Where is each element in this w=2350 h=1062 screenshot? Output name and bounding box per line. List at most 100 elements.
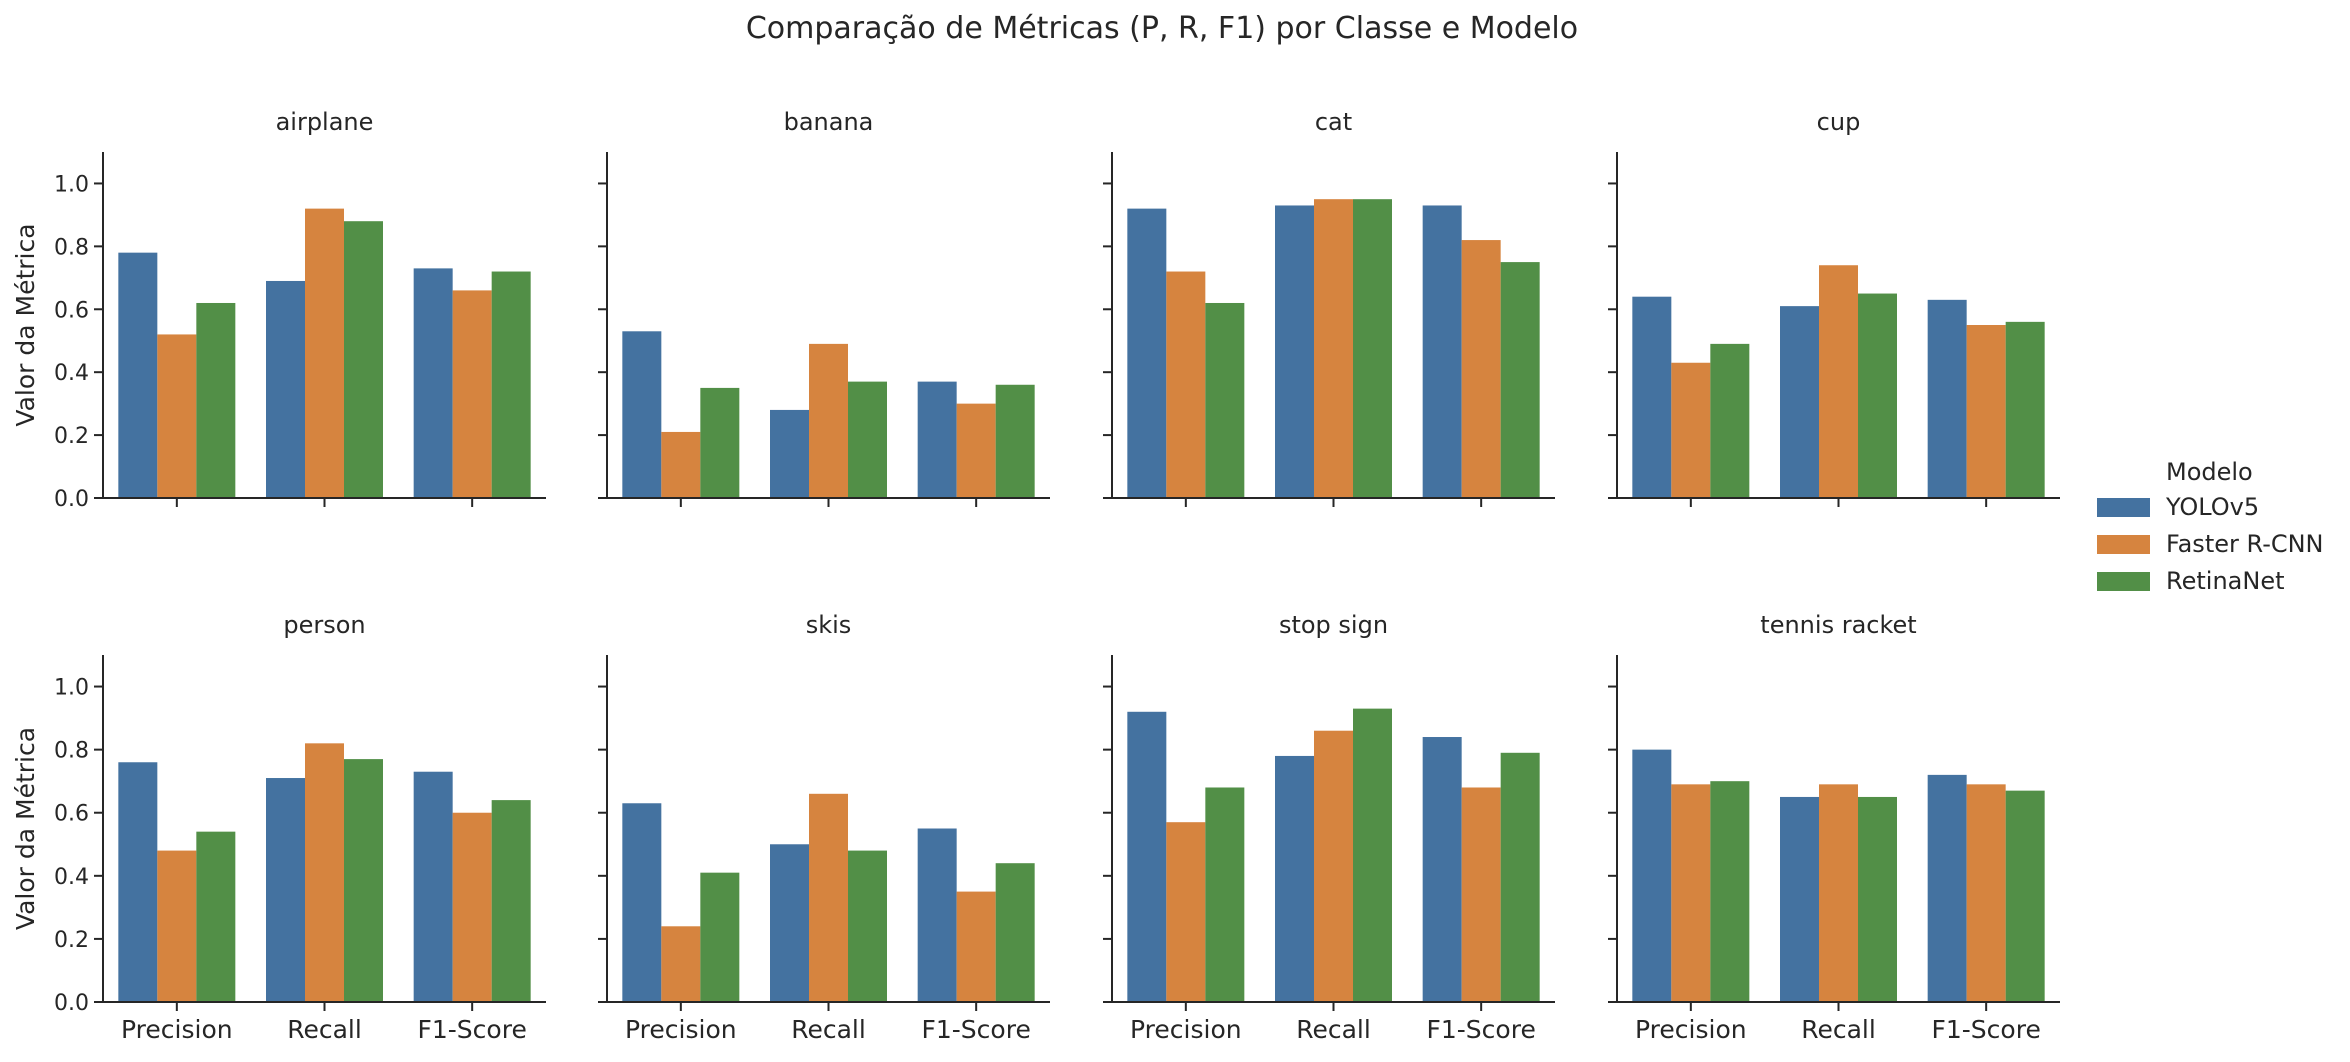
bar [1710,343,1750,498]
bar [2005,321,2045,498]
bar [1671,362,1711,498]
x-tick-label: F1-Score [922,1015,1031,1044]
bar [452,812,492,1002]
x-tick-label: Precision [1635,1015,1747,1044]
bar [848,850,887,1002]
bar [305,208,344,499]
x-tick-label: Recall [1801,1015,1876,1044]
panel-title: cup [1817,108,1861,136]
bar [1858,293,1897,498]
bar [1353,708,1392,1002]
y-tick-label: 0.0 [54,487,89,512]
panel-title: banana [784,108,874,136]
legend-swatch [2097,572,2150,591]
bar [770,844,809,1002]
panel-title: stop sign [1279,611,1388,639]
x-tick-label: Precision [625,1015,737,1044]
bar [1966,325,2006,498]
bar [956,891,996,1002]
bar [622,331,662,498]
bar [809,343,848,498]
bar [491,800,531,1002]
bar [1632,296,1672,498]
x-tick-label: F1-Score [418,1015,527,1044]
y-tick-label: 1.0 [54,172,89,197]
bar [1780,796,1819,1002]
bar [1966,784,2006,1002]
bar [157,334,197,498]
bar [1927,299,1967,498]
bar [848,381,887,498]
bar [1166,271,1206,498]
bar [1927,774,1967,1002]
y-axis-label: Valor da Métrica [11,223,40,426]
y-tick-label: 0.0 [54,991,89,1016]
bar [1127,208,1167,499]
bar [700,387,740,498]
bar [1422,205,1462,499]
bar [1205,787,1245,1002]
bar [413,771,453,1002]
y-tick-label: 1.0 [54,676,89,701]
bar [1819,265,1858,498]
legend-label: YOLOv5 [2165,493,2259,521]
bar [1275,755,1314,1002]
y-tick-label: 0.6 [54,802,89,827]
y-tick-label: 0.8 [54,739,89,764]
x-tick-label: Precision [121,1015,233,1044]
bar [917,828,957,1002]
x-tick-label: Recall [287,1015,362,1044]
panel-title: skis [806,611,852,639]
bar [1710,781,1750,1002]
panel-title: tennis racket [1760,611,1916,639]
x-tick-label: F1-Score [1427,1015,1536,1044]
x-tick-label: Precision [1130,1015,1242,1044]
bar [1461,240,1501,498]
bar [1632,749,1672,1002]
bar [770,409,809,498]
bar [1353,199,1392,498]
bar [1780,306,1819,498]
bar [196,831,236,1002]
bar [809,793,848,1002]
bar [344,221,383,498]
bar [118,762,158,1002]
bar [1205,302,1245,498]
legend-label: RetinaNet [2166,567,2285,595]
bar [118,252,158,498]
bar [995,384,1035,498]
bar [1166,822,1206,1002]
bar [452,290,492,498]
bar [266,280,305,498]
chart-title: Comparação de Métricas (P, R, F1) por Cl… [746,11,1578,46]
panel-title: person [283,611,365,639]
bar [1422,737,1462,1002]
bar [700,872,740,1002]
x-tick-label: Recall [1296,1015,1371,1044]
bar [1127,711,1167,1002]
bar [1500,752,1540,1002]
y-tick-label: 0.8 [54,235,89,260]
y-tick-label: 0.4 [54,865,89,890]
bar [622,803,662,1002]
y-tick-label: 0.2 [54,928,89,953]
bar [305,743,344,1002]
legend-swatch [2097,535,2150,554]
x-tick-label: Recall [791,1015,866,1044]
bar [344,759,383,1002]
bar [1314,199,1353,498]
legend-label: Faster R-CNN [2166,530,2324,558]
bar [1858,796,1897,1002]
bar [1671,784,1711,1002]
bar [661,431,701,498]
x-tick-label: F1-Score [1932,1015,2041,1044]
bar [956,403,996,498]
y-tick-label: 0.2 [54,424,89,449]
legend-title: Modelo [2166,458,2253,486]
bar [1819,784,1858,1002]
panel-title: cat [1315,108,1352,136]
y-axis-label: Valor da Métrica [11,727,40,930]
bar [2005,790,2045,1002]
